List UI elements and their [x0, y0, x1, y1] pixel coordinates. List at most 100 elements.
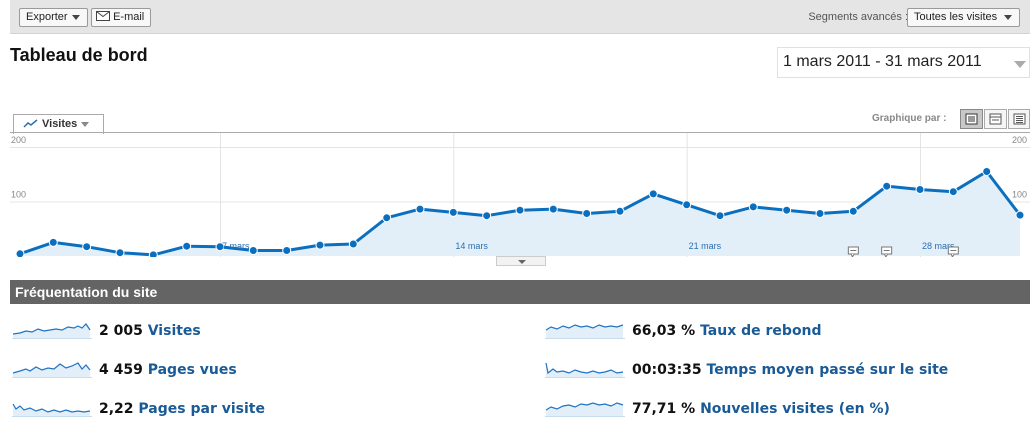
data-point	[382, 213, 392, 223]
data-point	[815, 209, 825, 218]
y-tick-label: 200	[1012, 135, 1027, 145]
graph-by-label: Graphique par :	[872, 113, 947, 124]
graph-by-day-button[interactable]	[960, 109, 983, 129]
stat-link[interactable]: Pages vues	[147, 362, 237, 378]
sparkline-area	[546, 363, 623, 377]
data-point	[982, 167, 992, 176]
sparkline-avg-time[interactable]	[545, 361, 625, 379]
stat-value: 2,22 Pages par visite	[99, 401, 265, 417]
x-tick-label: 7 mars	[222, 241, 250, 251]
day-view-icon	[965, 113, 978, 125]
stat-visits: 2 005 Visites	[12, 322, 492, 342]
graph-by-week-button[interactable]	[984, 109, 1007, 129]
data-point	[15, 249, 25, 257]
stat-pages-per-visit: 2,22 Pages par visite	[12, 400, 492, 420]
sparkline-visits[interactable]	[12, 322, 92, 340]
chevron-down-icon	[1004, 14, 1013, 20]
sparkline-area	[546, 403, 623, 416]
stat-value: 77,71 % Nouvelles visites (en %)	[632, 401, 890, 417]
data-point	[115, 248, 125, 257]
stat-avg-time: 00:03:35 Temps moyen passé sur le site	[545, 361, 1025, 381]
line-chart-icon	[23, 119, 38, 128]
annotation-icon[interactable]	[881, 246, 893, 257]
data-point	[882, 181, 892, 191]
y-tick-label: 100	[11, 190, 26, 200]
x-tick-label: 28 mars	[922, 241, 955, 251]
stat-link[interactable]: Visites	[147, 323, 201, 339]
data-point	[48, 237, 58, 247]
data-point	[715, 211, 725, 221]
graph-by-month-button[interactable]	[1008, 109, 1030, 129]
date-range-picker[interactable]: 1 mars 2011 - 31 mars 2011	[777, 47, 1030, 78]
data-point	[482, 211, 492, 221]
sparkline-line	[12, 323, 91, 335]
chevron-down-icon	[1014, 61, 1026, 68]
data-point	[782, 205, 792, 215]
sparkline-line	[12, 362, 91, 374]
x-tick-label: 14 mars	[455, 241, 488, 251]
sparkline-area	[13, 404, 90, 416]
data-point	[282, 246, 292, 255]
stat-value: 4 459 Pages vues	[99, 362, 237, 378]
annotation-icon[interactable]	[947, 246, 959, 257]
stat-link[interactable]: Pages par visite	[138, 401, 265, 417]
data-point	[248, 246, 258, 255]
data-point	[415, 204, 425, 214]
metric-selector[interactable]: Visites	[13, 114, 104, 134]
sparkline-pageviews[interactable]	[12, 361, 92, 379]
chevron-down-icon	[71, 14, 80, 20]
metric-label: Visites	[42, 118, 78, 130]
email-button[interactable]: E-mail	[91, 8, 151, 27]
segments-label: Segments avancés :	[808, 11, 908, 23]
export-button[interactable]: Exporter	[19, 8, 88, 27]
envelope-icon	[96, 11, 110, 21]
stat-value: 66,03 % Taux de rebond	[632, 323, 822, 339]
data-point	[648, 189, 658, 199]
visits-chart: 100 100 200 200 7 mars 14 mars 21 mars 28 mars	[10, 132, 1030, 257]
segments-value: Toutes les visites	[914, 11, 998, 23]
data-point	[515, 205, 525, 215]
data-point	[148, 250, 158, 257]
stat-value: 00:03:35 Temps moyen passé sur le site	[632, 362, 949, 378]
stat-pageviews: 4 459 Pages vues	[12, 361, 492, 381]
data-point	[682, 200, 692, 210]
sparkline-line	[545, 324, 624, 331]
stat-link[interactable]: Taux de rebond	[700, 323, 822, 339]
stat-bounce-rate: 66,03 % Taux de rebond	[545, 322, 1025, 342]
sparkline-line	[12, 403, 91, 413]
data-point	[182, 241, 192, 251]
data-point	[582, 209, 592, 218]
toolbar: Exporter E-mail Segments avancés : Toute…	[10, 0, 1030, 34]
data-point	[915, 185, 925, 194]
data-point	[348, 239, 358, 249]
visits-chart-svg: 100 100 200 200 7 mars 14 mars 21 mars 28 mars	[10, 133, 1030, 257]
sparkline-bounce-rate[interactable]	[545, 322, 625, 340]
x-tick-label: 21 mars	[689, 241, 722, 251]
stat-value: 2 005 Visites	[99, 323, 201, 339]
stat-link[interactable]: Nouvelles visites (en %)	[700, 401, 890, 417]
chevron-down-icon	[518, 260, 526, 264]
chevron-down-icon	[81, 121, 90, 127]
section-header: Fréquentation du site	[10, 280, 1030, 304]
stat-link[interactable]: Temps moyen passé sur le site	[706, 362, 949, 378]
y-tick-label: 200	[11, 135, 26, 145]
sparkline-pages-per-visit[interactable]	[12, 400, 92, 418]
data-point	[215, 242, 225, 252]
data-point	[848, 206, 858, 216]
chart-expand-handle[interactable]	[496, 256, 546, 266]
email-label: E-mail	[113, 11, 145, 23]
sparkline-new-visits[interactable]	[545, 400, 625, 418]
y-tick-label: 100	[1012, 190, 1027, 200]
page-title: Tableau de bord	[10, 45, 148, 65]
data-point	[548, 204, 558, 214]
stat-new-visits: 77,71 % Nouvelles visites (en %)	[545, 400, 1025, 420]
sparkline-line	[545, 362, 624, 375]
export-label: Exporter	[26, 11, 68, 23]
month-view-icon	[1013, 113, 1026, 125]
segments-select[interactable]: Toutes les visites	[907, 8, 1020, 27]
data-point	[448, 207, 458, 217]
data-point	[82, 242, 92, 252]
data-point	[315, 240, 325, 250]
annotation-icon[interactable]	[847, 246, 859, 257]
sparkline-area	[546, 325, 623, 338]
